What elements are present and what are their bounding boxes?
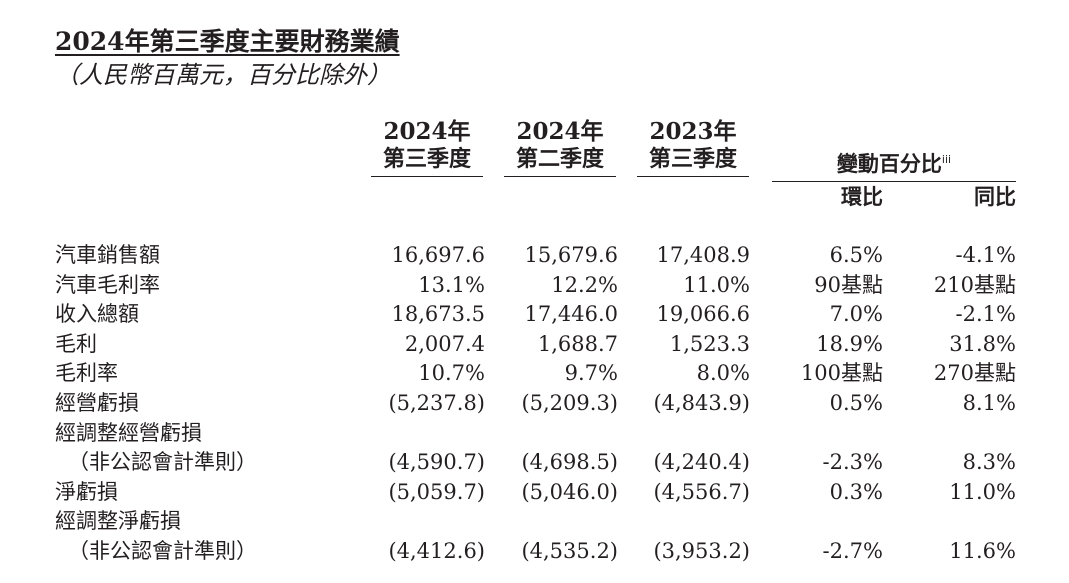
row-label: 經調整淨虧損: [55, 509, 181, 534]
cell-yoy: 31.8%: [949, 331, 1016, 356]
column-header-quarter: 第二季度: [515, 147, 604, 172]
cell-qoq: 0.5%: [829, 391, 883, 415]
row-label: （非公認會計準則）: [68, 539, 257, 563]
column-header-qoq: 環比: [841, 185, 883, 209]
row-label: 收入總額: [55, 302, 139, 327]
cell-q3-2024: (4,412.6): [388, 539, 485, 563]
column-header-quarter: 第三季度: [382, 147, 471, 172]
table-row: 經調整經營虧損: [0, 419, 1069, 448]
row-label: 經營虧損: [55, 391, 139, 415]
row-label: 汽車毛利率: [55, 272, 160, 297]
cell-qoq: -2.3%: [822, 450, 883, 475]
row-label: 汽車銷售額: [55, 243, 160, 267]
cell-q3-2024: 10.7%: [418, 361, 485, 386]
table-row: （非公認會計準則） (4,412.6) (4,535.2) (3,953.2) -2.7…: [0, 537, 1069, 566]
cell-yoy: 8.1%: [962, 391, 1016, 415]
cell-q3-2024: (5,059.7): [388, 479, 485, 504]
cell-q3-2023: (4,556.7): [653, 479, 750, 504]
table-row: 毛利 2,007.4 1,688.7 1,523.3 18.9% 31.8%: [0, 330, 1069, 359]
cell-yoy: -4.1%: [955, 243, 1016, 267]
cell-q3-2024: 13.1%: [418, 272, 485, 297]
page-subtitle: （人民幣百萬元，百分比除外）: [55, 61, 391, 89]
cell-q3-2024: 2,007.4: [404, 331, 485, 356]
cell-q3-2024: (5,237.8): [388, 391, 485, 415]
cell-q2-2024: (5,046.0): [521, 479, 618, 504]
table-row: 毛利率 10.7% 9.7% 8.0% 100基點 270基點: [0, 359, 1069, 388]
cell-qoq: 90基點: [814, 272, 883, 297]
row-label: （非公認會計準則）: [68, 450, 257, 475]
cell-q2-2024: (5,209.3): [521, 391, 618, 415]
cell-q3-2024: 16,697.6: [391, 243, 485, 267]
table-row: 收入總額 18,673.5 17,446.0 19,066.6 7.0% -2.1%: [0, 300, 1069, 329]
cell-yoy: 11.6%: [949, 539, 1016, 563]
row-label: 毛利率: [55, 361, 118, 386]
cell-yoy: 210基點: [933, 272, 1016, 297]
row-label: 經調整經營虧損: [55, 420, 202, 445]
cell-yoy: 8.3%: [962, 450, 1016, 475]
table-row: 汽車銷售額 16,697.6 15,679.6 17,408.9 6.5% -4.1%: [0, 241, 1069, 270]
cell-q3-2023: 19,066.6: [656, 302, 750, 327]
row-label: 毛利: [55, 331, 97, 356]
column-header-year: 2023年: [649, 118, 737, 145]
cell-q3-2023: 1,523.3: [669, 331, 750, 356]
footnote-marker: iii: [941, 153, 952, 166]
table-row: （非公認會計準則） (4,590.7) (4,698.5) (4,240.4) -2.3…: [0, 448, 1069, 477]
column-header-quarter: 第三季度: [648, 147, 737, 172]
cell-qoq: 0.3%: [829, 479, 883, 504]
cell-q3-2023: 17,408.9: [656, 243, 750, 267]
column-header-year: 2024年: [383, 118, 471, 145]
cell-qoq: 18.9%: [816, 331, 883, 356]
cell-q3-2023: (4,843.9): [653, 391, 750, 415]
column-header-q3-2023: 2023年 第三季度: [637, 118, 749, 177]
table-row: 淨虧損 (5,059.7) (5,046.0) (4,556.7) 0.3% 11.0%: [0, 478, 1069, 507]
cell-q3-2024: (4,590.7): [388, 450, 485, 475]
cell-q2-2024: 9.7%: [564, 361, 618, 386]
cell-qoq: 6.5%: [829, 243, 883, 267]
cell-q2-2024: (4,535.2): [521, 539, 618, 563]
cell-q3-2023: 8.0%: [696, 361, 750, 386]
cell-qoq: 7.0%: [829, 302, 883, 327]
cell-q2-2024: (4,698.5): [521, 450, 618, 475]
cell-yoy: 270基點: [933, 361, 1016, 386]
page-title: 2024年第三季度主要財務業績: [55, 27, 400, 56]
column-header-q3-2024: 2024年 第三季度: [371, 118, 483, 177]
cell-q3-2024: 18,673.5: [391, 302, 485, 327]
change-percent-label: 變動百分比: [836, 152, 942, 176]
cell-q2-2024: 12.2%: [551, 272, 618, 297]
cell-q2-2024: 17,446.0: [524, 302, 618, 327]
cell-qoq: 100基點: [800, 361, 883, 386]
column-header-year: 2024年: [516, 118, 604, 145]
cell-yoy: -2.1%: [955, 302, 1016, 327]
column-header-q2-2024: 2024年 第二季度: [504, 118, 616, 177]
cell-q2-2024: 1,688.7: [537, 331, 618, 356]
column-header-change-percent: 變動百分比iii: [772, 145, 1016, 182]
cell-q3-2023: (4,240.4): [653, 450, 750, 475]
cell-q2-2024: 15,679.6: [524, 243, 618, 267]
cell-q3-2023: 11.0%: [683, 272, 750, 297]
table-row: 汽車毛利率 13.1% 12.2% 11.0% 90基點 210基點: [0, 271, 1069, 300]
row-label: 淨虧損: [55, 479, 118, 504]
column-header-yoy: 同比: [974, 185, 1016, 209]
table-row: 經營虧損 (5,237.8) (5,209.3) (4,843.9) 0.5% 8.1%: [0, 389, 1069, 418]
cell-qoq: -2.7%: [822, 539, 883, 563]
table-row: 經調整淨虧損: [0, 507, 1069, 536]
cell-q3-2023: (3,953.2): [653, 539, 750, 563]
cell-yoy: 11.0%: [949, 479, 1016, 504]
